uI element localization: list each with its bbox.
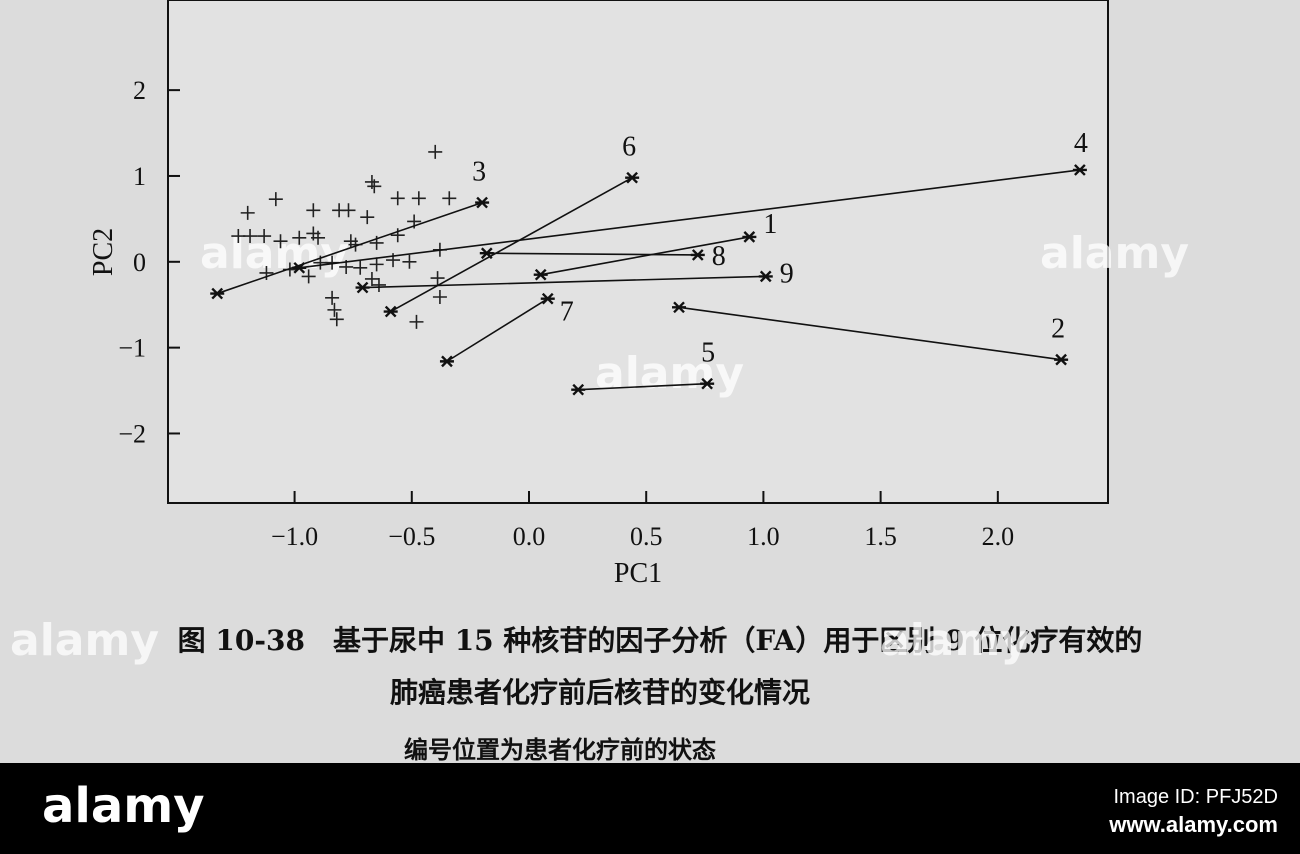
footer-bar: [0, 763, 1300, 854]
plus-point: [311, 230, 326, 245]
patient-path: [678, 306, 1062, 361]
plus-point: [306, 203, 321, 218]
plus-point: [240, 205, 255, 220]
caption-line: 图 10-38 基于尿中 15 种核苷的因子分析（FA）用于区别 9 位化疗有效…: [178, 624, 1143, 657]
patient-label: 1: [763, 209, 777, 240]
y-tick-label: 2: [133, 76, 146, 105]
footer-logo: alamy: [42, 778, 205, 834]
plus-point: [259, 265, 274, 280]
patient-marker: [479, 247, 494, 260]
plus-point: [341, 203, 356, 218]
footer-url: www.alamy.com: [1108, 812, 1278, 837]
patient-marker: [292, 261, 307, 274]
plus-point: [268, 192, 283, 207]
watermark: alamy: [10, 615, 159, 666]
patient-path: [216, 201, 483, 295]
plus-point: [243, 229, 258, 244]
watermark: alamy: [200, 228, 349, 279]
plus-point: [231, 229, 246, 244]
y-tick-label: 0: [133, 248, 146, 277]
patient-marker: [475, 196, 490, 209]
patient-marker: [439, 355, 454, 368]
plus-point: [257, 229, 272, 244]
plus-point: [402, 254, 417, 269]
y-tick-label: 1: [133, 162, 146, 191]
y-tick-label: −2: [118, 419, 146, 448]
patient-marker: [625, 171, 640, 184]
plus-point: [360, 210, 375, 225]
x-tick-label: 1.5: [864, 522, 897, 551]
patient-path: [390, 176, 633, 313]
watermark: alamy: [595, 348, 744, 399]
patient-marker: [700, 377, 715, 390]
plus-point: [367, 179, 382, 194]
caption-line: 编号位置为患者化疗前的状态: [404, 735, 716, 764]
x-tick-label: 0.5: [630, 522, 663, 551]
x-tick-label: 1.0: [747, 522, 780, 551]
footer-image-id: Image ID: PFJ52D: [1113, 786, 1278, 808]
patient-marker: [210, 287, 225, 300]
patient-path: [446, 298, 549, 363]
patient-label: 8: [712, 241, 726, 272]
patient-label: 5: [701, 338, 715, 369]
patient-label: 9: [780, 258, 794, 289]
plus-point: [390, 228, 405, 243]
patient-label: 4: [1074, 128, 1088, 159]
patient-path: [578, 382, 708, 391]
patient-marker: [571, 383, 586, 396]
x-tick-label: 2.0: [982, 522, 1015, 551]
patient-marker: [672, 301, 687, 314]
plus-point: [369, 257, 384, 272]
plus-point: [442, 191, 457, 206]
plus-point: [353, 260, 368, 275]
watermark: alamy: [880, 615, 1029, 666]
patient-marker: [758, 270, 773, 283]
patient-path: [299, 169, 1080, 269]
y-tick-label: −1: [118, 334, 146, 363]
y-axis-label: PC2: [88, 228, 119, 276]
x-axis-label: PC1: [614, 558, 662, 589]
watermark: alamy: [1040, 228, 1189, 279]
patient-path: [486, 252, 698, 256]
patient-path: [540, 236, 750, 276]
caption-line: 肺癌患者化疗前后核苷的变化情况: [390, 676, 810, 709]
plus-point: [327, 302, 342, 317]
plus-point: [329, 312, 344, 327]
plus-point: [371, 277, 386, 292]
plus-point: [301, 269, 316, 284]
plus-point: [292, 230, 307, 245]
patient-marker: [383, 305, 398, 318]
patient-marker: [533, 268, 548, 281]
patient-marker: [540, 292, 555, 305]
patient-marker: [1054, 353, 1069, 366]
plus-point: [428, 144, 443, 159]
patient-label: 7: [560, 297, 574, 328]
patient-marker: [355, 281, 370, 294]
patient-label: 3: [472, 157, 486, 188]
patient-path: [362, 275, 766, 289]
plus-point: [364, 271, 379, 286]
plot-frame: [167, 0, 1109, 504]
x-tick-label: 0.0: [513, 522, 546, 551]
plus-point: [409, 314, 424, 329]
plus-point: [273, 234, 288, 249]
plus-point: [325, 290, 340, 305]
patient-marker: [690, 249, 705, 261]
plus-point: [411, 191, 426, 206]
plus-point: [432, 289, 447, 304]
x-tick-label: −1.0: [271, 522, 318, 551]
plus-point: [430, 271, 445, 286]
patient-marker: [742, 231, 757, 243]
patient-marker: [1072, 164, 1087, 176]
patient-label: 6: [622, 132, 636, 163]
patient-label: 2: [1051, 314, 1065, 345]
x-tick-label: −0.5: [388, 522, 435, 551]
plus-point: [390, 191, 405, 206]
